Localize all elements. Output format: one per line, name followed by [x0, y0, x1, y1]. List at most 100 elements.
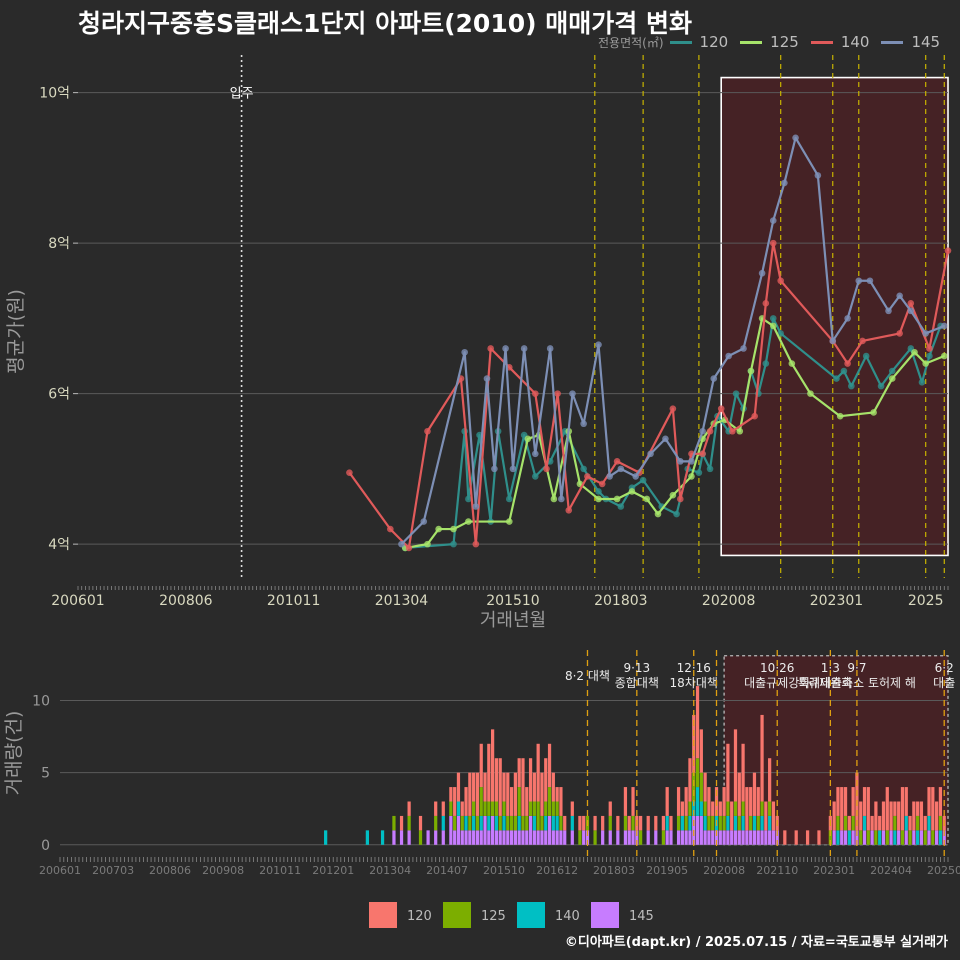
volume-bar-125 [479, 787, 483, 816]
volume-bar-125 [900, 830, 905, 845]
volume-bar-120 [722, 787, 726, 816]
volume-bar-125 [418, 830, 423, 845]
volume-bar-120 [768, 758, 772, 802]
x-tick-label: 201803 [594, 593, 647, 609]
volume-bar-140 [695, 787, 700, 816]
volume-bar-120 [460, 801, 464, 816]
volume-bar-120 [783, 830, 787, 845]
legend-label-140: 140 [840, 33, 870, 51]
volume-x-tick-label: 202404 [870, 864, 912, 877]
volume-bar-125 [885, 830, 889, 845]
volume-bar-125 [540, 815, 544, 831]
volume-legend-swatch-140 [517, 902, 545, 928]
volume-bar-140 [768, 815, 772, 831]
volume-bar-120 [752, 772, 757, 816]
data-point-140 [613, 458, 621, 465]
y-axis-title: 평균가(원) [5, 289, 27, 374]
data-point-125 [524, 435, 532, 443]
volume-bar-120 [794, 830, 798, 845]
volume-bar-125 [392, 815, 396, 831]
volume-y-tick-label: 10 [32, 694, 50, 710]
volume-bar-125 [843, 815, 848, 831]
volume-bar-125 [874, 830, 878, 845]
volume-bar-120 [468, 772, 472, 816]
volume-x-tick-label: 201510 [483, 864, 525, 877]
volume-bar-125 [768, 801, 772, 816]
volume-bar-145 [646, 830, 650, 845]
volume-bar-140 [752, 815, 757, 831]
x-tick-label: 201304 [375, 593, 429, 609]
volume-bar-145 [559, 830, 563, 845]
volume-bar-120 [434, 801, 438, 816]
data-point-125 [654, 510, 662, 518]
volume-x-tick-label: 200703 [92, 864, 134, 877]
volume-bar-125 [536, 801, 540, 831]
volume-bar-145 [608, 830, 612, 845]
volume-bar-125 [760, 801, 764, 816]
volume-bar-145 [441, 830, 445, 845]
volume-bar-125 [931, 830, 935, 845]
move-in-label: 입주 [230, 87, 254, 102]
volume-bar-120 [699, 729, 703, 773]
volume-bar-120 [578, 815, 582, 831]
volume-x-tick-label: 201612 [536, 864, 578, 877]
volume-bar-145 [714, 830, 719, 845]
data-point-140 [487, 345, 494, 352]
data-point-145 [855, 277, 863, 285]
volume-bar-125 [726, 801, 730, 816]
volume-bar-120 [494, 758, 499, 802]
volume-bar-120 [749, 787, 753, 816]
data-point-125 [940, 352, 948, 360]
data-point-145 [677, 458, 684, 465]
data-point-120 [762, 360, 770, 367]
volume-bar-120 [487, 743, 491, 802]
data-point-140 [926, 345, 933, 352]
volume-bar-120 [688, 758, 692, 802]
volume-bar-140 [893, 830, 897, 845]
volume-legend-label-125: 125 [481, 909, 506, 924]
data-point-125 [435, 525, 442, 533]
volume-bar-125 [639, 830, 643, 845]
volume-bar-145 [912, 830, 916, 845]
volume-bar-120 [593, 815, 597, 831]
volume-bar-125 [718, 815, 722, 831]
data-point-120 [673, 510, 680, 518]
volume-bar-120 [513, 772, 517, 816]
volume-bar-125 [551, 801, 555, 816]
volume-bar-145 [764, 830, 768, 845]
volume-bar-125 [593, 830, 597, 845]
data-point-145 [420, 518, 428, 525]
data-point-145 [940, 322, 948, 330]
volume-bar-125 [532, 801, 536, 816]
volume-bar-145 [392, 830, 396, 845]
volume-bar-120 [525, 787, 529, 816]
volume-y-axis-title: 거래량(건) [3, 711, 25, 796]
volume-bar-145 [889, 830, 893, 845]
volume-bar-140 [862, 815, 867, 831]
x-tick-label: 201510 [486, 593, 539, 609]
data-point-140 [584, 473, 591, 480]
volume-bar-145 [919, 830, 924, 845]
volume-bar-145 [756, 830, 760, 845]
volume-bar-145 [733, 830, 738, 845]
highlight-box [720, 76, 949, 557]
data-point-120 [465, 495, 472, 503]
volume-bar-120 [866, 787, 870, 831]
volume-bar-125 [859, 830, 863, 845]
volume-bar-125 [547, 787, 552, 816]
volume-bar-120 [889, 801, 893, 831]
volume-bar-145 [399, 830, 404, 845]
volume-bar-145 [506, 830, 510, 845]
volume-bar-120 [631, 787, 635, 816]
data-point-140 [532, 390, 539, 397]
volume-bar-145 [775, 830, 779, 845]
volume-bar-145 [855, 830, 859, 845]
volume-bar-125 [498, 815, 502, 831]
volume-bar-120 [418, 815, 423, 831]
volume-bar-145 [711, 830, 715, 845]
data-point-145 [569, 390, 576, 397]
volume-bar-120 [453, 787, 457, 816]
volume-bar-120 [544, 758, 548, 802]
data-point-120 [833, 375, 840, 382]
volume-bar-125 [828, 830, 832, 845]
